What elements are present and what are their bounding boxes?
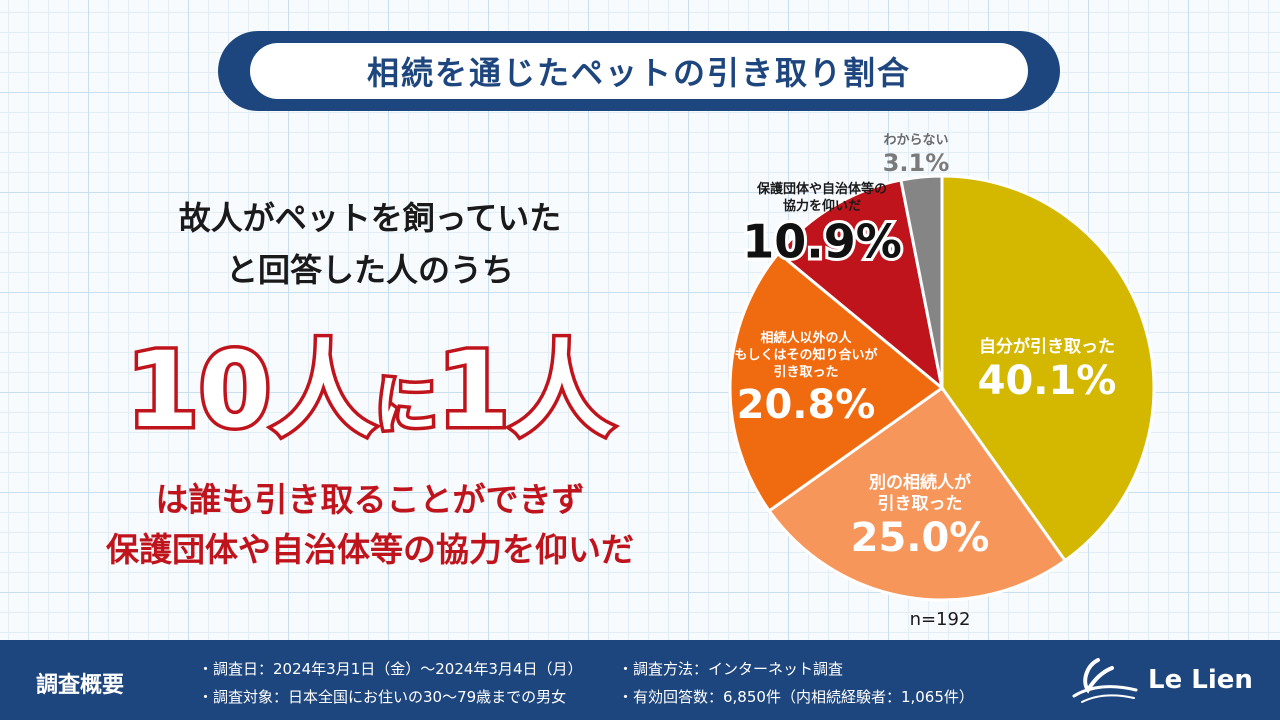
pie-label-1-line-0: 別の相続人が [868, 472, 971, 493]
tail-text: は誰も引き取ることができず 保護団体や自治体等の協力を仰いだ [60, 475, 680, 575]
pie-value-0: 40.1% [978, 358, 1117, 404]
pie-label-2-line-2: 引き取った [773, 365, 838, 380]
pie-label-4-line-0: わからない [883, 133, 948, 148]
lead-line-2: と回答した人のうち [225, 251, 514, 289]
pie-value-3: 10.9% [742, 215, 902, 269]
footer-label: 調査概要 [36, 673, 125, 698]
tail-line-2: 保護団体や自治体等の協力を仰いだ [106, 530, 634, 569]
pie-chart: 自分が引き取った40.1%別の相続人が引き取った25.0%相続人以外の人もしくは… [728, 133, 1156, 630]
pie-label-1-line-1: 引き取った [878, 494, 963, 514]
headline: 10人に1人 [110, 305, 630, 456]
pie-value-1: 25.0% [851, 515, 990, 561]
pie-label-2-line-1: もしくはその知り合いが [734, 347, 877, 363]
pie-label-2-line-0: 相続人以外の人 [760, 330, 852, 346]
page-title: 相続を通じたペットの引き取り割合 [250, 43, 1028, 99]
headline-word-2: 人 [506, 326, 617, 455]
le-lien-logo-icon [1072, 658, 1138, 703]
footer-survey-date: ・調査日：2024年3月1日（金）〜2024年3月4日（月） [198, 660, 583, 678]
logo-text: Le Lien [1148, 665, 1253, 695]
pie-label-3-line-0: 保護団体や自治体等の [756, 181, 887, 197]
pie-slice-3 [776, 178, 945, 392]
pie-slice-4 [899, 174, 944, 389]
headline-num-1: 10 [123, 326, 275, 455]
footer: 調査概要 ・調査日：2024年3月1日（金）〜2024年3月4日（月） ・調査方… [0, 640, 1280, 720]
headline-particle: に [372, 365, 441, 445]
tail-line-1: は誰も引き取ることができず [155, 480, 585, 519]
footer-survey-target: ・調査対象：日本全国にお住いの30〜79歳までの男女 [198, 688, 567, 706]
pie-value-2: 20.8% [737, 382, 876, 428]
footer-survey-method: ・調査方法：インターネット調査 [618, 660, 844, 678]
headline-num-2: 1 [434, 326, 513, 455]
pie-label-0-line-0: 自分が引き取った [979, 336, 1115, 357]
pie-slice-2 [728, 250, 945, 513]
pie-slice-0 [940, 174, 1156, 563]
footer-survey-responses: ・有効回答数：6,850件（内相続経験者：1,065件） [618, 688, 974, 706]
lead-line-1: 故人がペットを飼っていた [178, 199, 562, 237]
pie-label-3-line-1: 協力を仰いだ [783, 198, 861, 214]
sample-size-label: n=192 [910, 609, 971, 630]
pie-value-4: 3.1% [883, 149, 950, 177]
pie-slice-1 [767, 385, 1068, 602]
headline-word-1: 人 [268, 326, 379, 455]
lead-text: 故人がペットを飼っていた と回答した人のうち [110, 192, 630, 296]
